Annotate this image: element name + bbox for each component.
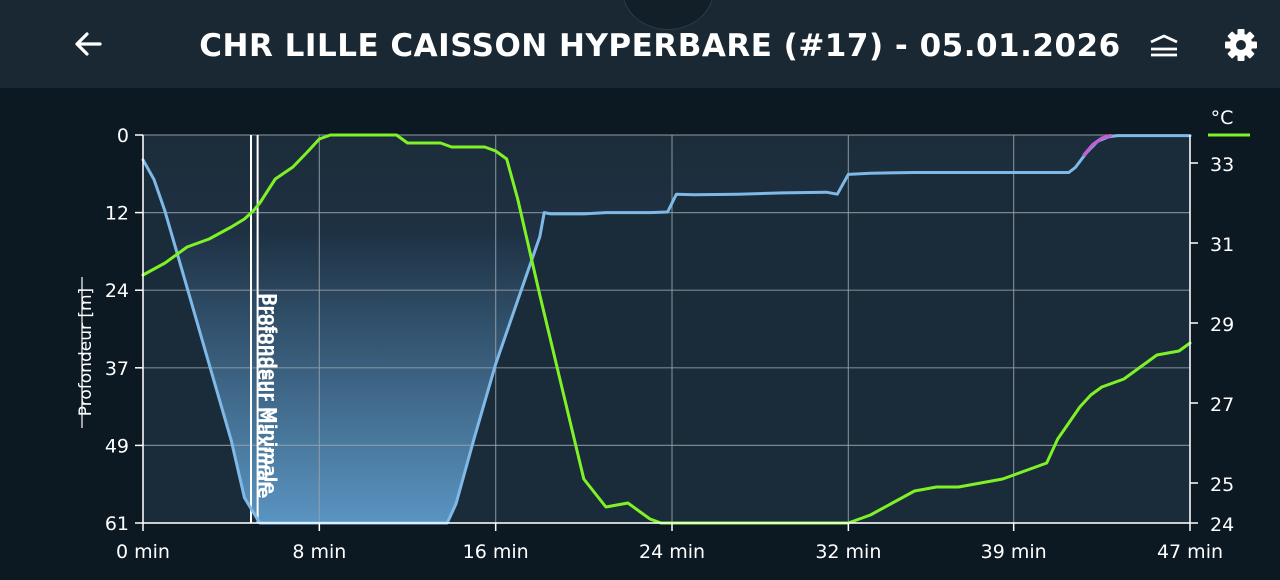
- y-right-tick-label: 29: [1210, 314, 1234, 336]
- x-tick-label: 39 min: [981, 541, 1047, 563]
- page-title: CHR LILLE CAISSON HYPERBARE (#17) - 05.0…: [199, 28, 1121, 64]
- y-right-tick-label: 25: [1210, 474, 1234, 496]
- dive-profile-chart: Profondeur Maximale Profondeur Minimale 0…: [0, 88, 1280, 576]
- x-tick-label: 24 min: [639, 541, 705, 563]
- y-left-tick-label: 61: [105, 513, 129, 535]
- x-tick-label: 16 min: [463, 541, 529, 563]
- ascent-speed-highlight: [1082, 133, 1113, 157]
- y-right-axis-label: °C: [1211, 107, 1234, 129]
- y-left-tick-label: 0: [117, 125, 129, 147]
- x-tick-label: 8 min: [292, 541, 346, 563]
- y-right-tick-label: 24: [1210, 514, 1234, 536]
- y-left-tick-label: 12: [105, 203, 129, 225]
- y-left-tick-label: 24: [105, 280, 129, 302]
- y-right-tick-label: 27: [1210, 394, 1234, 416]
- filter-button[interactable]: [1146, 28, 1182, 64]
- gear-icon: [1225, 29, 1257, 61]
- depth-area-fill: [143, 135, 1190, 523]
- y-right-tick-label: 33: [1210, 154, 1234, 176]
- x-tick-label: 32 min: [815, 541, 881, 563]
- layers-filter-icon: [1150, 34, 1178, 57]
- settings-button[interactable]: [1222, 26, 1260, 64]
- y-right-tick-label: 31: [1210, 234, 1234, 256]
- y-left-tick-label: 49: [105, 435, 129, 457]
- y-left-axis-label: Profondeur [m]: [76, 288, 96, 416]
- x-tick-label: 0 min: [116, 541, 170, 563]
- depth-marker-label: Profondeur Minimale: [260, 293, 280, 494]
- back-button[interactable]: [70, 26, 106, 62]
- y-left-tick-label: 37: [105, 358, 129, 380]
- temperature-series-line: [141, 133, 1192, 525]
- x-tick-label: 47 min: [1157, 541, 1223, 563]
- arrow-left-icon: [75, 32, 102, 56]
